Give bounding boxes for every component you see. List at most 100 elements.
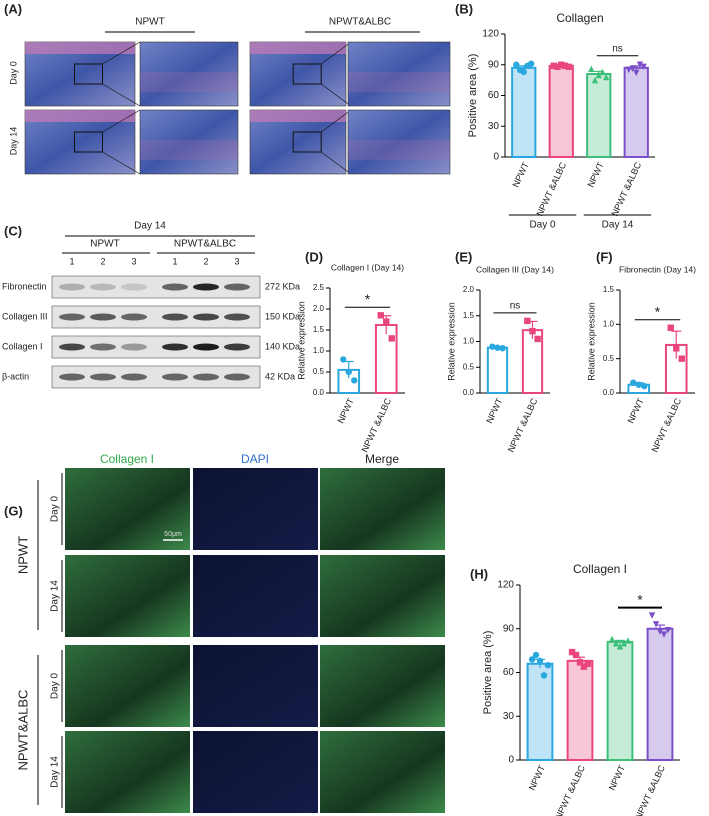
group-label: NPWT <box>135 17 164 28</box>
data-point <box>532 651 540 659</box>
band <box>224 373 250 381</box>
size-label: 272 KDa <box>265 281 300 291</box>
data-point <box>540 672 548 679</box>
row-label: Day 0 <box>50 496 61 523</box>
y-tick-label: 0.0 <box>603 388 615 397</box>
significance-label: * <box>655 303 661 319</box>
y-tick-label: 120 <box>482 29 499 40</box>
micrograph <box>347 109 451 175</box>
y-tick-label: 2.0 <box>313 304 325 313</box>
y-tick-label: 0.5 <box>313 367 325 376</box>
fluorescence-image <box>193 468 318 550</box>
zoom-line <box>321 41 352 65</box>
data-point <box>656 628 664 635</box>
y-tick-label: 2.0 <box>463 285 475 294</box>
y-tick-label: 0.5 <box>603 354 615 363</box>
significance-label: ns <box>612 43 623 54</box>
zoom-line <box>321 151 352 175</box>
panel-label: (E) <box>455 249 472 264</box>
row-label: Day 14 <box>50 580 61 612</box>
micrograph <box>139 109 239 175</box>
data-point <box>383 318 390 325</box>
data-point <box>534 335 541 343</box>
lane-label: 2 <box>203 256 208 266</box>
group-label: Day 0 <box>529 220 556 231</box>
bar <box>623 66 649 158</box>
data-point <box>351 377 358 384</box>
band <box>193 283 219 291</box>
x-tick-label: NPWT &ALBC <box>359 396 393 454</box>
data-point <box>648 612 656 619</box>
y-tick-label: 1.5 <box>603 285 615 294</box>
channel-label: DAPI <box>241 452 269 466</box>
y-tick-label: 90 <box>488 59 500 70</box>
zoom-box <box>292 63 322 85</box>
blot-strip <box>51 365 261 389</box>
significance-label: * <box>365 291 371 307</box>
data-point <box>494 344 501 351</box>
data-point <box>629 65 636 73</box>
zoom-box <box>292 131 322 153</box>
band <box>224 283 250 291</box>
fluorescence-image <box>65 555 190 637</box>
size-label: 150 KDa <box>265 311 300 321</box>
data-point <box>667 324 674 331</box>
band <box>59 283 85 291</box>
chart-title: Fibronectin (Day 14) <box>619 264 696 274</box>
band <box>162 313 188 321</box>
zoom-line <box>102 41 141 65</box>
data-point <box>625 66 633 74</box>
data-point <box>499 344 506 352</box>
significance-label: ns <box>510 301 521 312</box>
fluorescence-image <box>320 468 445 550</box>
scale-label: 50μm <box>164 531 182 538</box>
x-tick-label: NPWT <box>625 396 645 425</box>
lane-label: 1 <box>172 256 177 266</box>
data-point <box>612 640 620 647</box>
band <box>193 313 219 321</box>
y-tick-label: 0.5 <box>463 362 475 371</box>
y-tick-label: 60 <box>488 90 500 101</box>
y-axis-label: Positive area (%) <box>482 631 494 715</box>
data-point <box>599 68 606 76</box>
data-point <box>377 312 384 319</box>
blot-strip <box>51 305 261 329</box>
zoom-line <box>102 109 141 133</box>
bar <box>566 659 594 761</box>
row-label: Day 14 <box>50 756 61 788</box>
y-tick-label: 1.5 <box>463 311 475 320</box>
band <box>162 373 188 381</box>
blot-strip <box>51 275 261 299</box>
y-tick-label: 1.5 <box>313 325 325 334</box>
data-point <box>388 335 395 342</box>
bar <box>374 323 398 394</box>
data-point <box>641 382 648 390</box>
data-point <box>580 663 588 670</box>
blot-title: Day 14 <box>134 221 166 232</box>
data-point <box>561 62 569 69</box>
x-tick-label: NPWT <box>607 763 627 792</box>
data-point <box>584 660 592 667</box>
zoom-line <box>321 83 352 107</box>
x-tick-label: NPWT <box>335 396 355 425</box>
bar <box>511 66 537 158</box>
protein-label: Fibronectin <box>2 281 47 291</box>
row-label: Day 14 <box>8 127 18 156</box>
x-tick-label: NPWT <box>585 160 605 189</box>
group-label: NPWT <box>15 536 30 574</box>
y-tick-label: 60 <box>503 667 515 678</box>
data-point <box>616 643 624 650</box>
x-tick-label: NPWT &ALBC <box>633 763 667 816</box>
panel-label: (G) <box>4 503 23 518</box>
chart-title: Collagen <box>556 11 603 25</box>
significance-label: * <box>637 591 643 607</box>
y-tick-label: 120 <box>497 580 514 591</box>
bar <box>486 346 509 394</box>
panel-label: (C) <box>4 223 22 238</box>
data-point <box>630 379 637 386</box>
data-point <box>513 61 520 68</box>
group-label: Day 14 <box>602 220 634 231</box>
tissue-tint <box>140 72 238 92</box>
lane-label: 3 <box>131 256 136 266</box>
data-point <box>636 61 644 68</box>
